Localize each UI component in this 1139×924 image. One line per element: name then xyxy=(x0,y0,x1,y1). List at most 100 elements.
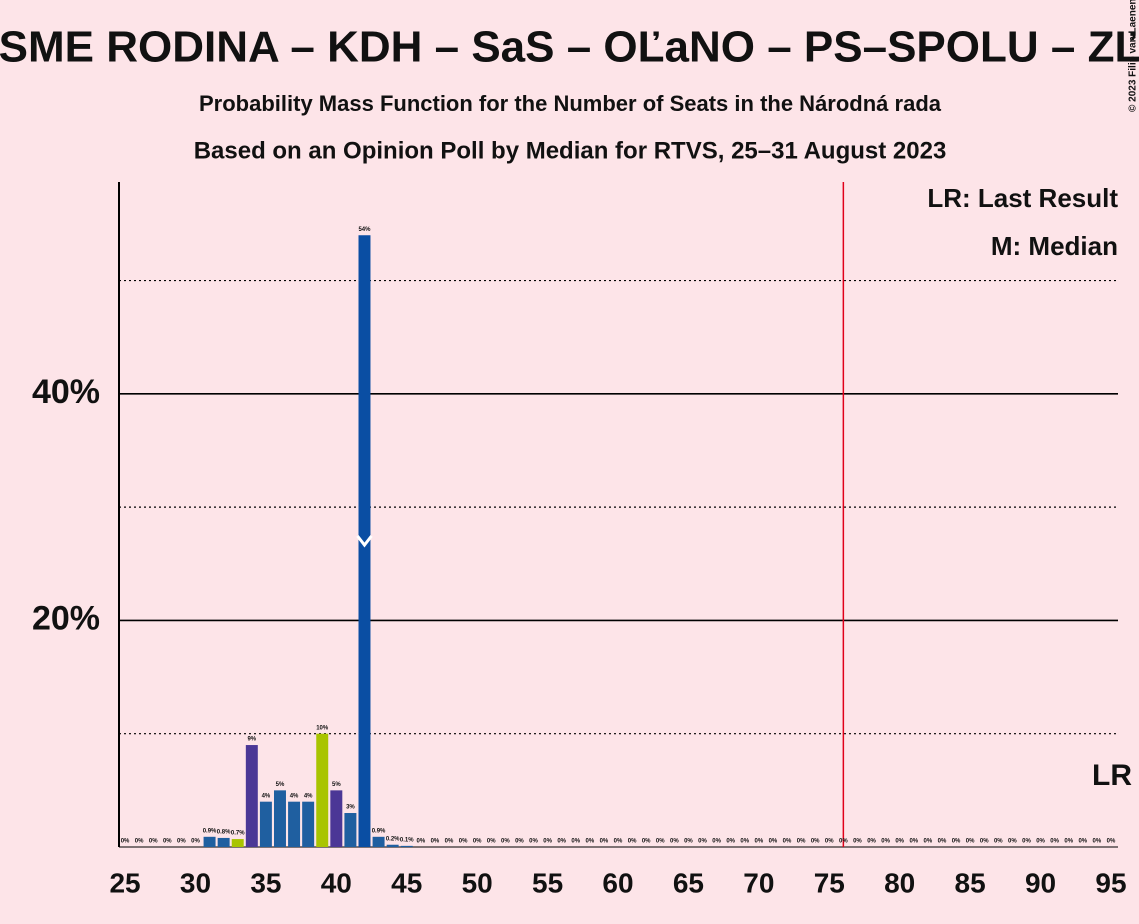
value-label: 0% xyxy=(867,839,876,845)
value-label: 0% xyxy=(557,839,566,845)
bar xyxy=(330,790,343,847)
x-tick-label: 80 xyxy=(884,867,915,898)
value-label: 0% xyxy=(924,839,933,845)
value-label: 0.2% xyxy=(386,836,400,842)
last-result-label: LR xyxy=(1092,759,1132,792)
value-label: 0% xyxy=(712,839,721,845)
value-label: 0% xyxy=(473,839,482,845)
value-label: 0% xyxy=(952,839,961,845)
y-tick-label: 20% xyxy=(32,599,100,637)
x-tick-label: 30 xyxy=(180,867,211,898)
value-label: 0% xyxy=(966,839,975,845)
value-label: 0% xyxy=(445,839,454,845)
value-label: 0% xyxy=(853,839,862,845)
value-label: 0% xyxy=(740,839,749,845)
value-label: 4% xyxy=(262,793,271,799)
bar xyxy=(273,790,286,847)
bar xyxy=(358,235,371,848)
value-label: 0% xyxy=(684,839,693,845)
median-marker xyxy=(356,535,373,548)
x-tick-label: 35 xyxy=(250,867,281,898)
value-label: 0% xyxy=(1078,839,1087,845)
value-label: 9% xyxy=(247,737,256,743)
bar xyxy=(203,836,216,847)
value-label: 0% xyxy=(839,839,848,845)
value-label: 0% xyxy=(1093,839,1102,845)
chart-title: SME RODINA – KDH – SaS – OĽaNO – PS–SPOL… xyxy=(0,23,1139,72)
value-label: 0% xyxy=(755,839,764,845)
x-tick-label: 25 xyxy=(109,867,140,898)
x-tick-label: 95 xyxy=(1095,867,1126,898)
value-label: 0.8% xyxy=(217,830,231,836)
value-label: 0% xyxy=(642,839,651,845)
x-tick-label: 75 xyxy=(814,867,845,898)
x-tick-label: 40 xyxy=(321,867,352,898)
value-label: 0% xyxy=(1064,839,1073,845)
value-label: 0% xyxy=(121,839,130,845)
value-label: 0% xyxy=(515,839,524,845)
x-tick-label: 50 xyxy=(462,867,493,898)
value-label: 5% xyxy=(276,782,285,788)
x-tick-label: 45 xyxy=(391,867,422,898)
bar xyxy=(245,745,258,847)
x-tick-label: 65 xyxy=(673,867,704,898)
value-label: 0% xyxy=(670,839,679,845)
value-label: 0.9% xyxy=(372,828,386,834)
value-label: 0% xyxy=(529,839,538,845)
value-label: 0% xyxy=(1107,839,1116,845)
chart-subtitle: Based on an Opinion Poll by Median for R… xyxy=(194,137,947,164)
value-label: 0% xyxy=(980,839,989,845)
value-label: 0% xyxy=(614,839,623,845)
bar xyxy=(231,839,244,847)
value-label: 4% xyxy=(304,793,313,799)
value-label: 4% xyxy=(290,793,299,799)
value-label: 10% xyxy=(316,725,329,731)
legend-entry: LR: Last Result xyxy=(927,183,1118,213)
y-tick-label: 40% xyxy=(32,373,100,411)
legend-entry: M: Median xyxy=(991,231,1118,261)
bar xyxy=(302,801,315,847)
value-label: 0.1% xyxy=(400,837,414,843)
bar xyxy=(400,845,413,847)
bar xyxy=(217,837,230,847)
x-tick-label: 90 xyxy=(1025,867,1056,898)
x-tick-label: 55 xyxy=(532,867,563,898)
value-label: 0.9% xyxy=(203,828,217,834)
value-label: 0% xyxy=(416,839,425,845)
copyright: © 2023 Filip van Laenen xyxy=(1128,0,1139,112)
value-label: 0% xyxy=(811,839,820,845)
chart-subtitle: Probability Mass Function for the Number… xyxy=(199,91,942,116)
value-label: 0.7% xyxy=(231,831,245,837)
value-label: 0% xyxy=(586,839,595,845)
value-label: 0% xyxy=(177,839,186,845)
bar xyxy=(259,801,272,847)
value-label: 0% xyxy=(994,839,1003,845)
value-label: 0% xyxy=(783,839,792,845)
value-label: 0% xyxy=(698,839,707,845)
value-label: 0% xyxy=(459,839,468,845)
bar xyxy=(386,844,399,847)
value-label: 0% xyxy=(1022,839,1031,845)
value-label: 0% xyxy=(487,839,496,845)
value-label: 0% xyxy=(938,839,947,845)
value-label: 0% xyxy=(543,839,552,845)
x-tick-label: 70 xyxy=(743,867,774,898)
value-label: 3% xyxy=(346,805,355,811)
value-label: 0% xyxy=(191,839,200,845)
value-label: 0% xyxy=(600,839,609,845)
value-label: 0% xyxy=(895,839,904,845)
value-label: 0% xyxy=(628,839,637,845)
value-label: 0% xyxy=(135,839,144,845)
value-label: 0% xyxy=(825,839,834,845)
value-label: 0% xyxy=(501,839,510,845)
value-label: 0% xyxy=(431,839,440,845)
value-label: 0% xyxy=(1008,839,1017,845)
bar xyxy=(288,801,301,847)
x-tick-label: 60 xyxy=(602,867,633,898)
value-label: 0% xyxy=(909,839,918,845)
value-label: 0% xyxy=(769,839,778,845)
value-label: 0% xyxy=(1050,839,1059,845)
bar xyxy=(372,836,385,847)
